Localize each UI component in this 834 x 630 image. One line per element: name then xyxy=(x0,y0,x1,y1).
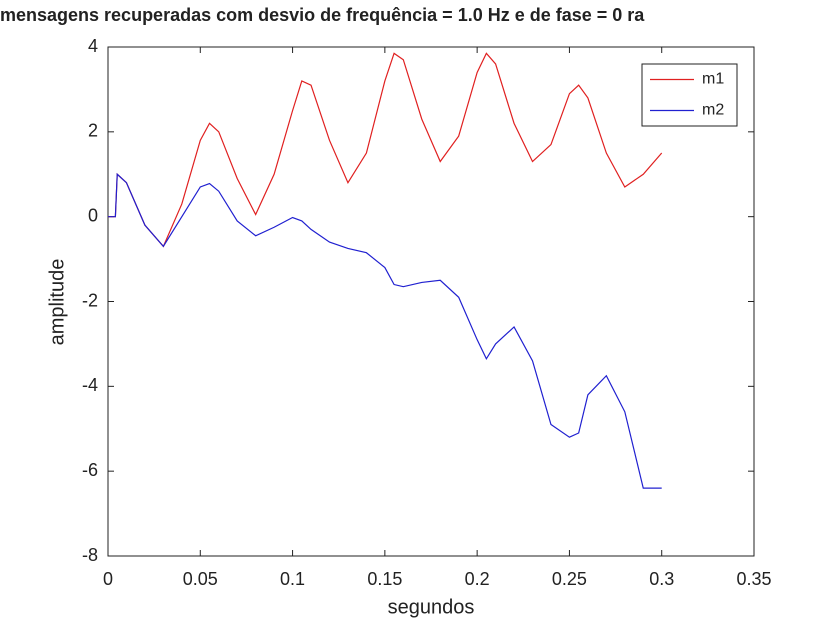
x-axis-label: segundos xyxy=(388,596,475,618)
legend-label: m2 xyxy=(702,102,724,119)
x-tick-label: 0.2 xyxy=(465,569,490,589)
x-tick-label: 0.05 xyxy=(183,569,218,589)
x-tick-label: 0.3 xyxy=(649,569,674,589)
y-tick-label: -4 xyxy=(82,375,98,395)
y-tick-label: 4 xyxy=(88,36,98,56)
legend-label: m1 xyxy=(702,71,724,88)
line-series xyxy=(108,52,663,248)
y-axis-label: amplitude xyxy=(46,259,68,346)
legend-box xyxy=(641,63,738,127)
y-tick-label: -8 xyxy=(82,545,98,565)
y-tick-label: 0 xyxy=(88,205,98,225)
line-series xyxy=(108,172,662,489)
x-tick-label: 0.35 xyxy=(736,569,771,589)
x-tick-label: 0 xyxy=(103,569,113,589)
y-tick-label: -6 xyxy=(82,460,98,480)
x-tick-label: 0.15 xyxy=(367,569,402,589)
y-tick-label: 2 xyxy=(88,121,98,141)
y-tick-label: -2 xyxy=(82,290,98,310)
x-tick-label: 0.25 xyxy=(552,569,587,589)
chart-title: mensagens recuperadas com desvio de freq… xyxy=(0,5,645,25)
x-tick-label: 0.1 xyxy=(280,569,305,589)
